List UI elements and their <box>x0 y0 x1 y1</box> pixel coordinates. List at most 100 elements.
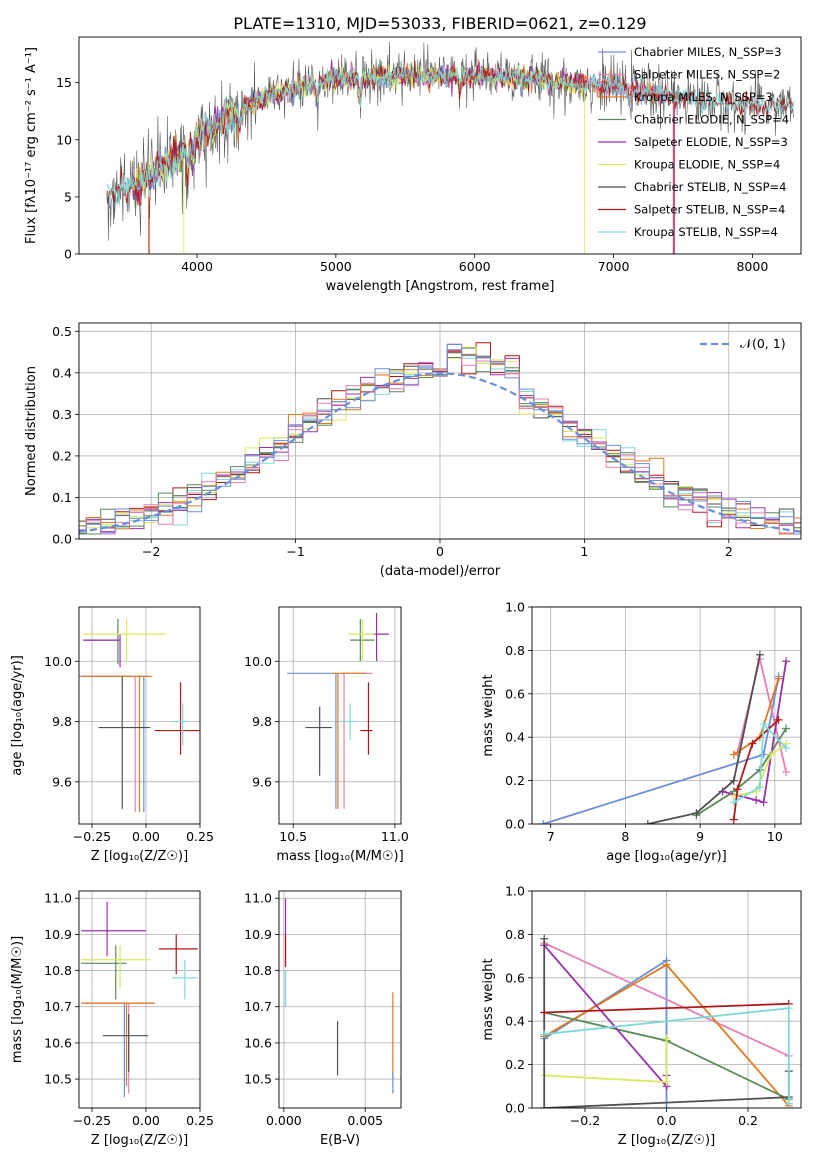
age-vs-z-point-kroupa-elodie <box>83 619 166 662</box>
weight-vs-age-kroupa-miles-marker <box>729 750 738 759</box>
age-vs-z-axes-frame <box>78 606 201 825</box>
weight-vs-age-kroupa-stelib-marker <box>755 783 764 792</box>
age-vs-mass-axes-frame <box>278 606 402 825</box>
mass-vs-z-axes-frame <box>78 890 201 1109</box>
spectrum-legend-label: Chabrier ELODIE, N_SSP=4 <box>634 113 789 127</box>
weight-vs-age-salpeter-stelib-marker <box>748 739 757 748</box>
mass-vs-ebv-y-tick-label: 10.9 <box>244 927 272 942</box>
residuals-y-tick-label: 0.3 <box>52 407 72 422</box>
spectrum-y-tick-label: 10 <box>56 132 72 147</box>
age-vs-z-point-chabrier-stelib <box>98 676 151 809</box>
mass-vs-ebv-chart: 0.000 0.005 10.5 10.6 10.7 10.8 10.9 11.0 E(B-V) <box>244 890 402 1148</box>
weight-vs-age-chabrier-stelib-marker <box>729 776 738 785</box>
weight-vs-age-axes-frame <box>531 606 802 825</box>
spectrum-legend-label: Kroupa MILES, N_SSP=3 <box>634 90 773 104</box>
weight-vs-z-plot-area <box>540 934 793 1108</box>
weight-vs-age-salpeter-elodie-line <box>722 661 787 804</box>
weight-vs-age-salpeter-stelib-line <box>732 719 780 820</box>
weight-vs-z-kroupa-miles-marker <box>662 960 671 969</box>
age-vs-mass-point-chabrier-stelib <box>305 706 332 776</box>
spectrum-y-tick-label: 5 <box>64 189 72 204</box>
weight-vs-z-axes-frame <box>531 890 802 1109</box>
weight-vs-age-y-tick-label: 0.8 <box>505 643 525 658</box>
mass-vs-ebv-y-tick-label: 11.0 <box>244 891 272 906</box>
age-vs-z-y-tick-label: 9.8 <box>52 714 72 729</box>
weight-vs-z-y-label: mass weight <box>481 958 496 1040</box>
mass-vs-ebv-y-tick-label: 10.5 <box>244 1072 272 1087</box>
spectrum-y-tick-label: 15 <box>56 75 72 90</box>
weight-vs-age-y-tick-label: 1.0 <box>505 600 525 615</box>
spectrum-x-label: wavelength [Angstrom, rest frame] <box>326 279 555 294</box>
weight-vs-z-y-tick-label: 0.4 <box>505 1014 525 1029</box>
mass-vs-z-point-salpeter-elodie <box>81 901 146 957</box>
weight-vs-age-salpeter-stelib-marker <box>729 815 738 824</box>
weight-vs-age-kroupa-elodie-marker <box>767 750 776 759</box>
weight-vs-age-y-tick-label: 0.2 <box>505 773 525 788</box>
residuals-chart: −2 −1 0 1 2 0.0 0.1 0.2 0.3 0.4 0.5 (data-model)/er… <box>24 322 802 579</box>
weight-vs-age-y-tick-label: 0.6 <box>505 686 525 701</box>
mass-vs-ebv-x-tick-label: 0.000 <box>266 1113 302 1128</box>
age-vs-mass-y-tick-label: 10.0 <box>244 654 272 669</box>
age-vs-mass-chart: 10.5 11.0 9.6 9.8 10.0 mass [log₁₀(M/M☉)] <box>244 606 409 864</box>
weight-vs-age-chabrier-stelib-marker <box>643 820 652 824</box>
age-vs-mass-y-tick-label: 9.6 <box>252 774 272 789</box>
weight-vs-age-chabrier-stelib-marker <box>755 650 764 659</box>
mass-vs-ebv-grid <box>279 891 401 1108</box>
age-vs-z-point-kroupa-miles <box>81 675 153 812</box>
spectrum-x-tick-label: 5000 <box>320 259 352 274</box>
weight-vs-z-y-tick-label: 0.6 <box>505 970 525 985</box>
weight-vs-z-chart: −0.2 0.0 0.2 0.0 0.2 0.4 0.6 0.8 1.0 Z [log₁₀(Z/Z… <box>481 884 802 1148</box>
mass-vs-ebv-y-tick-label: 10.6 <box>244 1035 272 1050</box>
mass-vs-z-point-kroupa-elodie <box>81 945 151 989</box>
mass-vs-ebv-y-tick-label: 10.8 <box>244 963 272 978</box>
age-vs-mass-plot-area <box>287 613 389 809</box>
age-vs-z-y-tick-label: 9.6 <box>52 774 72 789</box>
weight-vs-age-kroupa-stelib-marker <box>759 720 768 729</box>
residuals-y-tick-label: 0.0 <box>52 532 72 547</box>
spectrum-x-tick-label: 8000 <box>736 259 768 274</box>
weight-vs-z-kroupa-elodie-marker <box>662 1077 671 1086</box>
residuals-x-tick-label: 0 <box>436 544 444 559</box>
weight-vs-z-salpeter-stelib-line <box>544 1002 789 1014</box>
mass-vs-z-y-tick-label: 10.7 <box>44 999 72 1014</box>
age-vs-mass-point-salpeter-stelib <box>360 682 373 755</box>
weight-vs-age-plot-area <box>539 650 791 824</box>
mass-vs-z-x-tick-label: 0.00 <box>132 1113 160 1128</box>
weight-vs-age-chabrier-elodie-marker <box>782 724 791 733</box>
weight-vs-age-kroupa-stelib-marker <box>782 744 791 753</box>
weight-vs-age-chart: 7 8 9 10 0.0 0.2 0.4 0.6 0.8 1.0 age [log₁₀(age/yr… <box>481 600 802 864</box>
mass-vs-z-chart: −0.25 0.00 0.25 10.5 10.6 10.7 10.8 10.9 11.0 Z [… <box>10 890 214 1148</box>
age-vs-z-x-tick-label: 0.00 <box>132 829 160 844</box>
weight-vs-z-chabrier-miles-marker <box>662 1104 671 1108</box>
weight-vs-z-kroupa-stelib-marker <box>540 1030 549 1039</box>
weight-vs-z-chabrier-stelib-marker <box>540 1104 549 1108</box>
age-vs-z-plot-area <box>79 619 200 812</box>
weight-vs-age-kroupa-stelib-line <box>733 722 787 804</box>
age-vs-z-y-tick-label: 10.0 <box>44 654 72 669</box>
weight-vs-z-kroupa-elodie-marker <box>662 1034 671 1043</box>
residuals-x-tick-label: 1 <box>580 544 588 559</box>
weight-vs-z-chabrier-stelib-marker <box>540 934 549 943</box>
weight-vs-z-x-label: Z [log₁₀(Z/Z☉)] <box>618 1133 715 1148</box>
spectrum-axes-frame <box>78 36 802 255</box>
spectrum-x-tick-label: 4000 <box>181 259 213 274</box>
weight-vs-age-kroupa-elodie-line <box>733 742 787 797</box>
residuals-y-tick-label: 0.4 <box>52 365 72 380</box>
mass-vs-z-x-label: Z [log₁₀(Z/Z☉)] <box>91 1133 188 1148</box>
spectrum-kroupa-stelib-line <box>106 65 795 207</box>
residuals-normal-curve <box>79 372 801 533</box>
residuals-legend: 𝒩(0, 1) <box>700 336 786 351</box>
mass-vs-ebv-x-label: E(B-V) <box>320 1133 360 1148</box>
weight-vs-age-x-tick-label: 9 <box>696 829 704 844</box>
spectrum-legend-label: Chabrier STELIB, N_SSP=4 <box>634 180 786 194</box>
residuals-y-tick-label: 0.5 <box>52 324 72 339</box>
age-vs-mass-x-tick-label: 10.5 <box>279 829 307 844</box>
mass-vs-z-y-tick-label: 10.9 <box>44 927 72 942</box>
residuals-x-tick-label: 2 <box>725 544 733 559</box>
mass-vs-ebv-axes-frame <box>278 890 402 1109</box>
weight-vs-age-salpeter-elodie-marker <box>752 796 761 805</box>
weight-vs-age-chabrier-elodie-line <box>695 728 787 817</box>
weight-vs-age-salpeter-stelib-marker <box>774 715 783 724</box>
